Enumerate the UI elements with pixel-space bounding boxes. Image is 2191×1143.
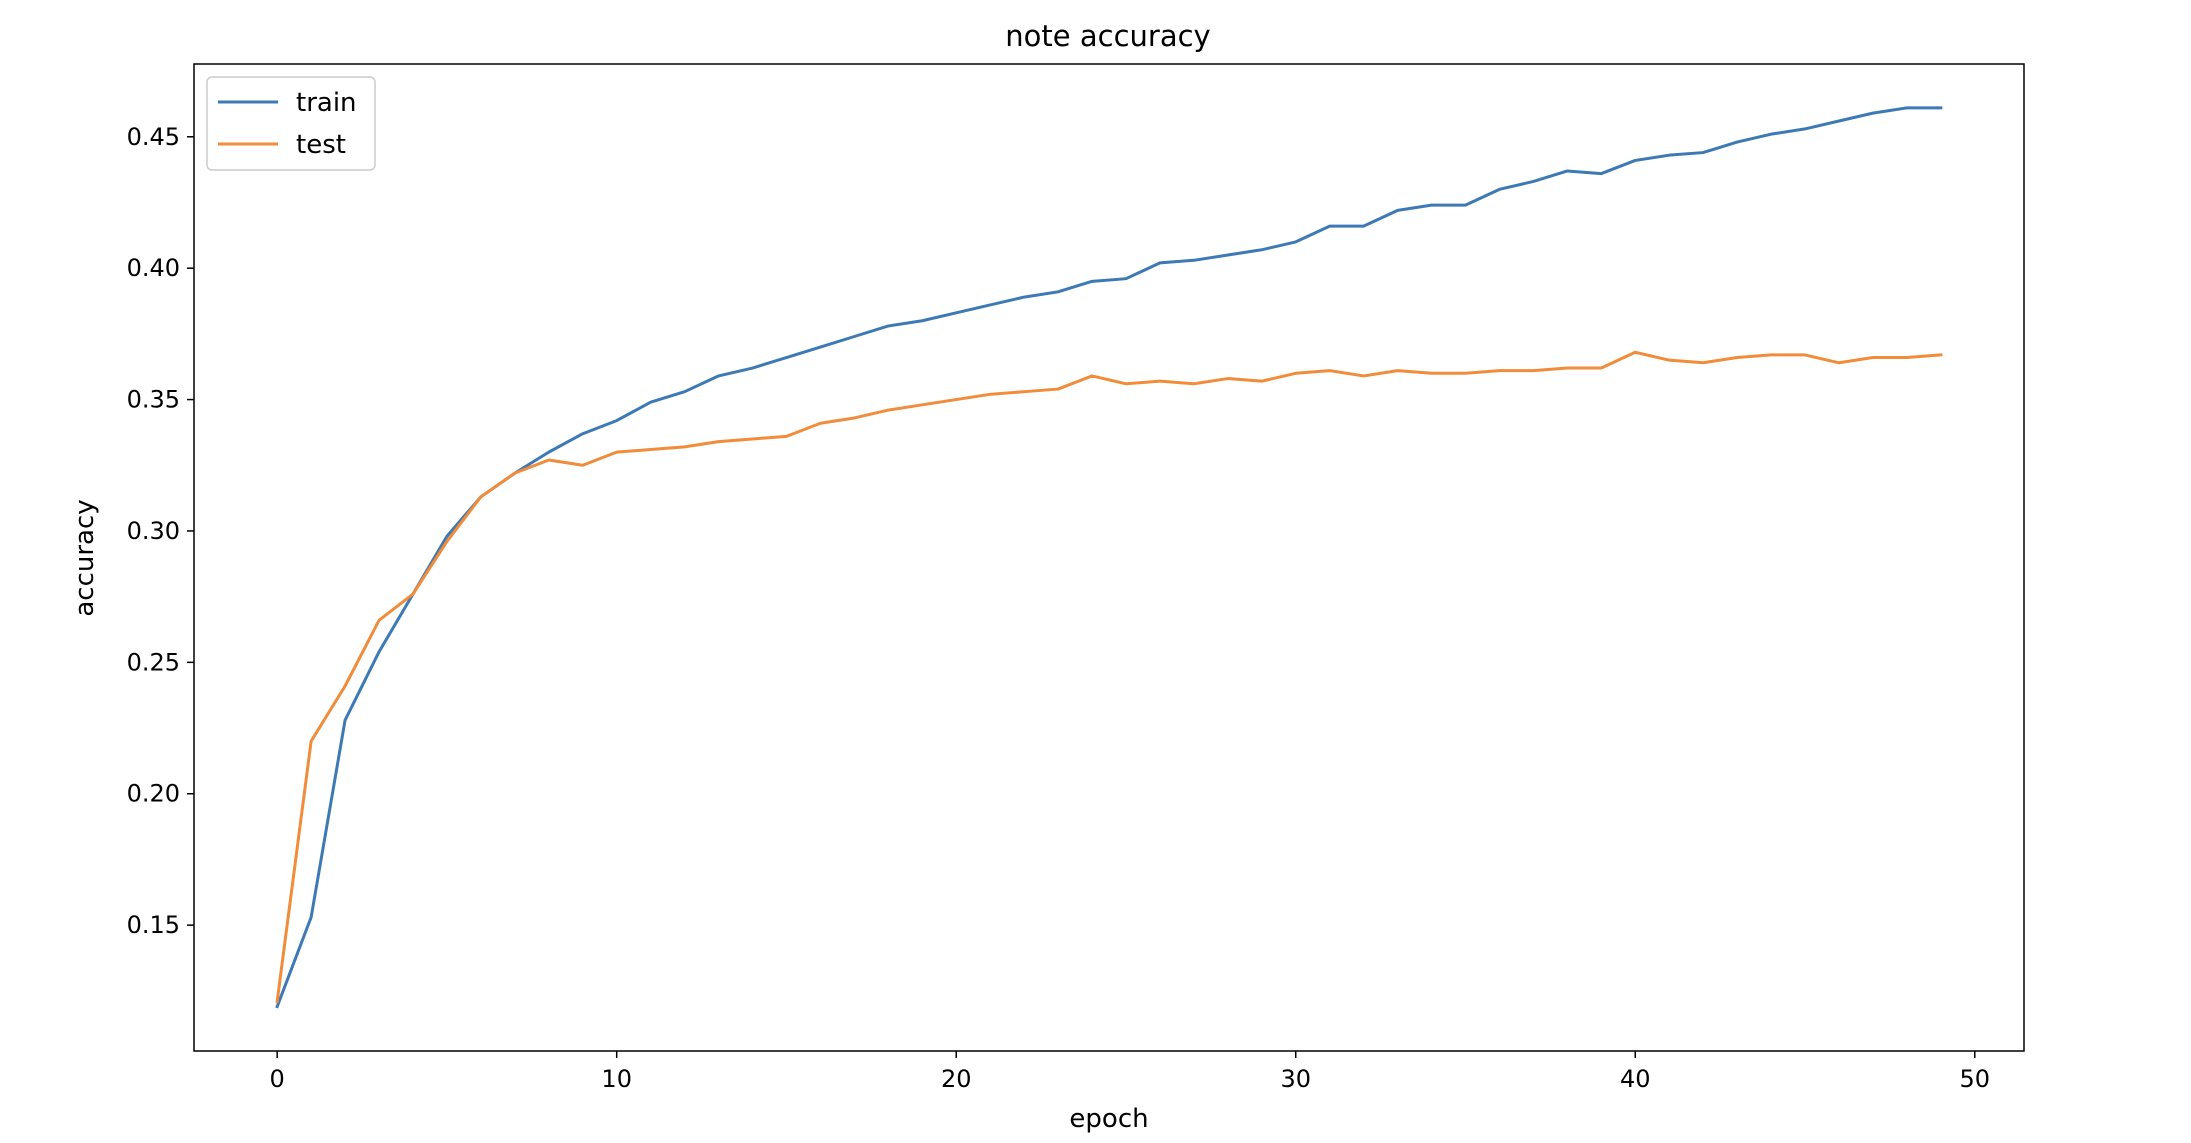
y-axis-label: accuracy <box>70 499 100 616</box>
series-line-test <box>275 350 1943 1004</box>
x-tick-label: 30 <box>1280 1065 1311 1093</box>
x-axis-ticks: 0 10 20 30 40 50 <box>270 1051 1990 1093</box>
series-layer <box>275 106 1943 1009</box>
legend: train test <box>206 76 376 171</box>
y-tick-label: 0.25 <box>127 648 180 676</box>
y-tick-label: 0.30 <box>127 517 180 545</box>
y-tick-label: 0.20 <box>127 780 180 808</box>
legend-label-test: test <box>296 130 346 160</box>
x-tick-label: 10 <box>601 1065 632 1093</box>
y-tick-label: 0.40 <box>127 254 180 282</box>
y-tick-label: 0.15 <box>127 911 180 939</box>
legend-box <box>206 76 376 171</box>
x-axis-label: epoch <box>1069 1104 1148 1134</box>
x-tick-label: 20 <box>941 1065 972 1093</box>
x-tick-label: 50 <box>1959 1065 1990 1093</box>
y-tick-label: 0.45 <box>127 123 180 151</box>
y-tick-label: 0.35 <box>127 386 180 414</box>
chart-title: note accuracy <box>1005 19 1210 53</box>
plot-area-frame <box>193 63 2025 1052</box>
series-line-train <box>275 106 1943 1009</box>
y-axis-ticks: 0.15 0.20 0.25 0.30 0.35 0.40 0.45 <box>127 123 194 939</box>
legend-label-train: train <box>296 88 357 118</box>
x-tick-label: 40 <box>1620 1065 1651 1093</box>
x-tick-label: 0 <box>270 1065 285 1093</box>
